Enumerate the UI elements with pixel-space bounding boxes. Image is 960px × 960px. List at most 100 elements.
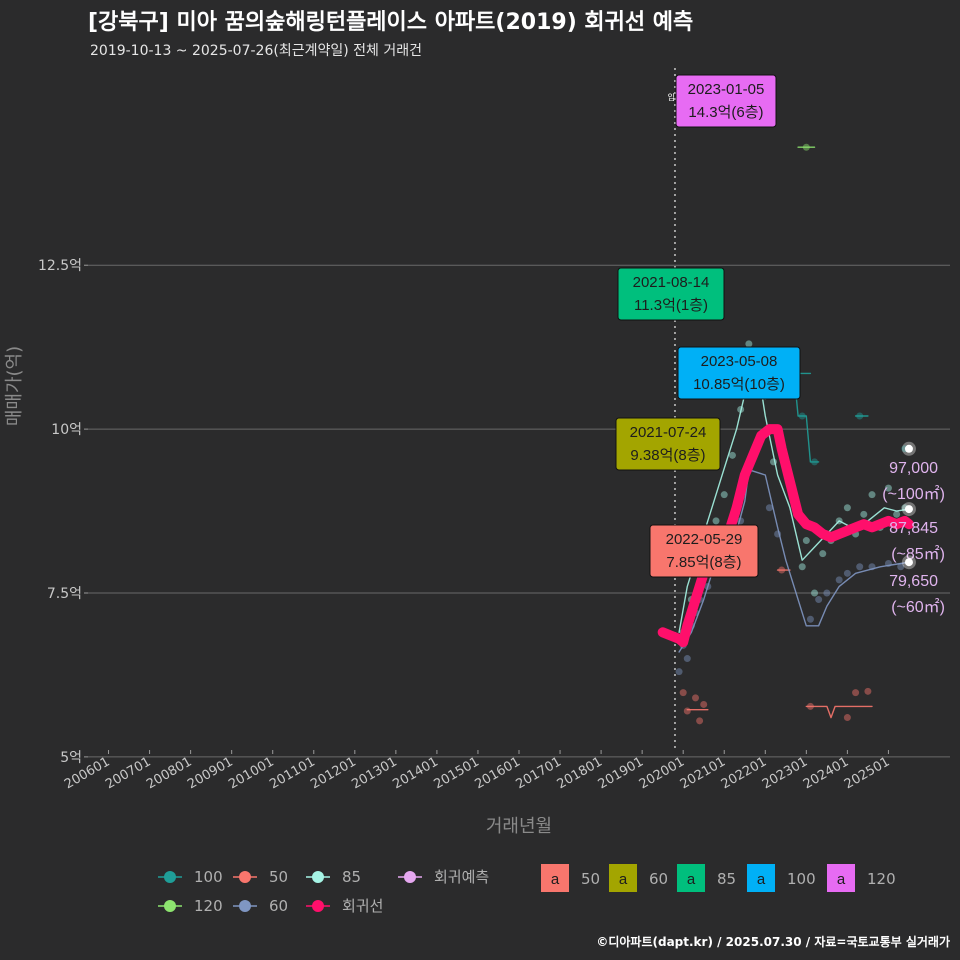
annotation-date: 2023-05-08 (701, 353, 778, 370)
data-point-60 (823, 589, 831, 597)
data-point-60 (835, 576, 843, 584)
legend-key-dot (312, 900, 324, 912)
legend-key-dot (239, 871, 251, 883)
legend-item-120: 120 (158, 897, 223, 915)
data-point-60 (765, 504, 773, 512)
forecast-value-label: 79,650 (889, 573, 938, 590)
y-tick-label: 7.5억 (47, 586, 82, 602)
series-line-50 (805, 705, 873, 719)
y-tick-label: 10억 (51, 422, 82, 438)
data-point-50 (700, 700, 708, 708)
data-point-85 (868, 491, 876, 499)
annotation-date: 2022-05-29 (666, 531, 743, 548)
legend-box-letter: a (687, 871, 696, 888)
data-point-85 (843, 504, 851, 512)
legend-item-회귀예측: 회귀예측 (398, 868, 489, 886)
legend-box-item-100: a 100 (747, 864, 816, 892)
data-point-60 (806, 615, 814, 623)
annotation-box (677, 346, 801, 400)
y-axis-title: 매매가(억) (4, 346, 25, 426)
legend-box-swatch (827, 864, 855, 892)
annotation-price: 9.38억(8층) (630, 447, 705, 464)
x-tick-label: 202101 (678, 754, 728, 792)
data-point-85 (819, 550, 827, 558)
x-tick-label: 201801 (555, 754, 605, 792)
legend-box-item-120: a 120 (827, 864, 896, 892)
data-point-50 (679, 689, 687, 697)
legend-box-letter: a (619, 871, 628, 888)
x-tick-label: 201001 (226, 754, 276, 792)
legend-label: 회귀예측 (434, 868, 489, 886)
data-point-60 (856, 563, 864, 571)
x-tick-label: 200701 (103, 754, 153, 792)
annotation-price: 11.3억(1층) (634, 297, 708, 314)
annotation-date: 2023-01-05 (688, 81, 765, 98)
data-point-85 (728, 451, 736, 459)
annotation-2023-01-05: 2023-01-05 14.3억(6층) (675, 74, 777, 128)
x-tick-label: 202201 (719, 754, 769, 792)
x-tick-label: 201301 (349, 754, 399, 792)
annotation-2023-05-08: 2023-05-08 10.85억(10층) (677, 346, 801, 400)
x-tick-label: 200901 (185, 754, 235, 792)
forecast-area-label: (~100㎡) (882, 485, 945, 503)
source-caption: ©디아파트(dapt.kr) / 2025.07.30 / 자료=국토교통부 실… (596, 935, 950, 949)
legend-key-dot (312, 871, 324, 883)
annotation-box (615, 417, 721, 471)
legend-item-60: 60 (233, 897, 288, 915)
annotation-2022-05-29: 2022-05-29 7.85억(8층) (649, 524, 759, 578)
legend-key-dot (239, 900, 251, 912)
legend-item-50: 50 (233, 868, 288, 886)
legend-box-swatch (747, 864, 775, 892)
forecast-value-label: 87,845 (889, 520, 938, 537)
legend-label: 85 (342, 868, 361, 886)
chart-subtitle: 2019-10-13 ~ 2025-07-26(최근계약일) 전체 거래건 (90, 43, 422, 59)
chart-title: [강북구] 미아 꿈의숲해링턴플레이스 아파트(2019) 회귀선 예측 (88, 10, 694, 35)
data-point-50 (683, 707, 691, 715)
x-tick-label: 201401 (390, 754, 440, 792)
annotation-date: 2021-07-24 (630, 424, 707, 441)
forecast-marker-core (904, 444, 913, 453)
data-point-60 (815, 596, 823, 604)
x-tick-label: 202501 (842, 754, 892, 792)
annotation-price: 10.85억(10층) (693, 376, 785, 393)
legend-label: 120 (194, 897, 223, 915)
data-point-85 (798, 563, 806, 571)
data-point-50 (864, 687, 872, 695)
forecast-area-label: (~60㎡) (891, 598, 945, 616)
legend-box-label: 100 (787, 870, 816, 888)
data-point-60 (675, 668, 683, 676)
forecast-marker-core (904, 558, 913, 567)
legend-box-swatch (541, 864, 569, 892)
legend-box-item-85: a 85 (677, 864, 736, 892)
annotation-2021-08-14: 2021-08-14 11.3억(1층) (617, 267, 725, 321)
data-point-85 (720, 491, 728, 499)
y-tick-label: 5억 (60, 750, 82, 766)
data-point-50 (843, 714, 851, 722)
x-tick-label: 200801 (144, 754, 194, 792)
legend-item-85: 85 (306, 868, 361, 886)
legend-item-100: 100 (158, 868, 223, 886)
annotation-box (617, 267, 725, 321)
legend-label: 100 (194, 868, 223, 886)
x-tick-label: 201601 (473, 754, 523, 792)
forecast-marker-core (904, 505, 913, 514)
data-point-85 (745, 340, 753, 348)
legend-item-회귀선: 회귀선 (306, 897, 383, 915)
legend-key-dot (164, 900, 176, 912)
annotation-box (649, 524, 759, 578)
data-point-50 (696, 717, 704, 725)
move-in-label: 입주 (668, 93, 683, 102)
legend-label: 회귀선 (342, 897, 383, 915)
x-tick-label: 202001 (637, 754, 687, 792)
y-tick-label: 12.5억 (38, 258, 82, 274)
data-point-50 (692, 694, 700, 702)
data-point-85 (811, 589, 819, 597)
data-point-85 (860, 510, 868, 518)
x-tick-label: 201701 (514, 754, 564, 792)
legend-box-label: 120 (867, 870, 896, 888)
data-point-85 (712, 517, 720, 525)
x-tick-label: 201101 (267, 754, 317, 792)
annotation-price: 7.85억(8층) (666, 554, 741, 571)
legend-box-letter: a (551, 871, 560, 888)
